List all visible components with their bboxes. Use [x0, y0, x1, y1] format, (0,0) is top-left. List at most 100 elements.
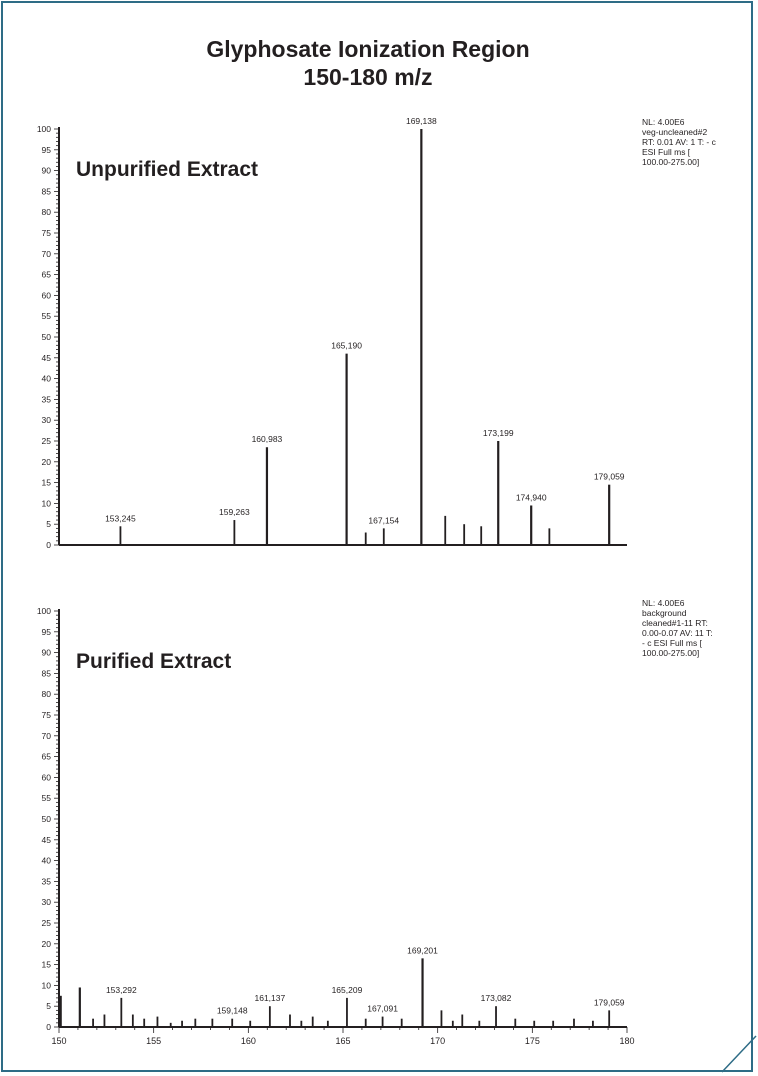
panel-label-purified: Purified Extract	[76, 650, 232, 673]
peak-label: 169,201	[407, 945, 438, 955]
spectrum-peak	[530, 505, 533, 545]
spectrum-peak	[451, 1020, 454, 1027]
spectrum-peak	[608, 484, 611, 545]
spectrum-peak	[59, 995, 62, 1027]
spectrum-peak	[364, 532, 367, 545]
spectrum-peak	[400, 1018, 403, 1027]
peak-label: 165,190	[331, 341, 362, 351]
spectrum-peak	[382, 528, 385, 545]
x-tick-label: 160	[241, 1036, 256, 1046]
spectrum-peak	[326, 1020, 329, 1027]
y-tick-label: 90	[42, 648, 52, 658]
spectrum-peak	[169, 1022, 172, 1027]
spectrum-peak	[552, 1020, 555, 1027]
spectrum-peak	[420, 129, 423, 545]
y-tick-label: 10	[42, 980, 52, 990]
y-tick-label: 65	[42, 752, 52, 762]
y-tick-label: 15	[42, 960, 52, 970]
spectrum-peak	[495, 1006, 497, 1027]
peak-label: 173,199	[483, 428, 514, 438]
spectrum-peak	[265, 447, 269, 545]
spectrum-peak	[461, 1014, 464, 1027]
peak-label: 179,059	[594, 997, 625, 1007]
spectrum-peak	[573, 1018, 575, 1027]
y-tick-label: 25	[42, 918, 52, 928]
spectrum-peak	[268, 1006, 271, 1027]
spectrum-peak	[608, 1010, 611, 1027]
y-tick-label: 80	[42, 207, 52, 217]
spectrum-peak	[346, 997, 348, 1027]
y-tick-label: 5	[46, 1001, 51, 1011]
spectrum-peak	[381, 1016, 384, 1027]
x-tick-label: 180	[619, 1036, 634, 1046]
y-tick-label: 35	[42, 876, 52, 886]
scan-metadata-unpurified: NL: 4.00E6 veg-uncleaned#2 RT: 0.01 AV: …	[642, 117, 716, 167]
y-tick-label: 0	[46, 1022, 51, 1032]
spectrum-peak	[533, 1020, 536, 1027]
peak-label: 159,263	[219, 507, 250, 517]
spectrum-peak	[345, 353, 348, 545]
spectrum-peak	[548, 528, 551, 545]
spectrum-peak	[463, 524, 466, 545]
peak-label: 173,082	[481, 993, 512, 1003]
spectrum-peak	[421, 958, 424, 1027]
y-tick-label: 100	[37, 606, 51, 616]
spectrum-peak	[478, 1020, 481, 1027]
spectrum-peak	[289, 1014, 291, 1027]
unpurified-spectrum-panel: 0 5 10 15 20 25 30 35 40 45 50 55 60 65 70 75 80 85 90 95 10…	[37, 116, 627, 550]
y-tick-label: 40	[42, 374, 52, 384]
peak-label: 179,059	[594, 472, 625, 482]
y-tick-label: 60	[42, 290, 52, 300]
x-tick-label: 175	[525, 1036, 540, 1046]
spectrum-peak	[440, 1010, 443, 1027]
y-tick-label: 95	[42, 627, 52, 637]
y-tick-label: 100	[37, 124, 51, 134]
y-tick-label: 75	[42, 710, 52, 720]
chart-title: Glyphosate Ionization Region	[206, 36, 530, 62]
spectrum-peak	[497, 441, 500, 545]
spectrum-peak	[156, 1016, 159, 1027]
peak-label: 160,983	[252, 434, 283, 444]
y-tick-label: 55	[42, 311, 52, 321]
spectrum-peak	[592, 1020, 594, 1027]
y-tick-label: 15	[42, 478, 52, 488]
spectrum-peak	[143, 1018, 146, 1027]
y-tick-label: 95	[42, 145, 52, 155]
spectrum-peak	[211, 1018, 214, 1027]
spectrum-peak	[181, 1020, 183, 1027]
y-tick-label: 0	[46, 540, 51, 550]
spectrum-peak	[480, 526, 483, 545]
peak-label: 161,137	[254, 993, 285, 1003]
spectrum-peak	[514, 1018, 517, 1027]
y-tick-label: 35	[42, 394, 52, 404]
y-tick-label: 80	[42, 689, 52, 699]
y-tick-label: 75	[42, 228, 52, 238]
y-tick-label: 25	[42, 436, 52, 446]
x-tick-label: 155	[146, 1036, 161, 1046]
spectrum-peak	[92, 1018, 94, 1027]
y-tick-label: 30	[42, 897, 52, 907]
peak-label: 165,209	[332, 985, 363, 995]
y-tick-label: 45	[42, 835, 52, 845]
spectrum-peak	[131, 1014, 134, 1027]
spectrum-peak	[231, 1018, 234, 1027]
spectrum-peak	[103, 1014, 106, 1027]
y-tick-label: 50	[42, 332, 52, 342]
x-tick-label: 150	[51, 1036, 66, 1046]
spectrum-peak	[311, 1016, 314, 1027]
y-tick-label: 50	[42, 814, 52, 824]
chart-subtitle: 150-180 m/z	[303, 64, 433, 90]
peak-label: 159,148	[217, 1006, 248, 1016]
y-tick-label: 30	[42, 415, 52, 425]
spectrum-peak	[119, 526, 122, 545]
x-tick-label: 170	[430, 1036, 445, 1046]
y-tick-label: 10	[42, 498, 52, 508]
spectrum-peak	[233, 520, 236, 545]
corner-diagonal-line	[721, 1035, 757, 1073]
y-tick-label: 85	[42, 186, 52, 196]
peak-label: 167,091	[367, 1004, 398, 1014]
spectrum-peak	[364, 1018, 367, 1027]
